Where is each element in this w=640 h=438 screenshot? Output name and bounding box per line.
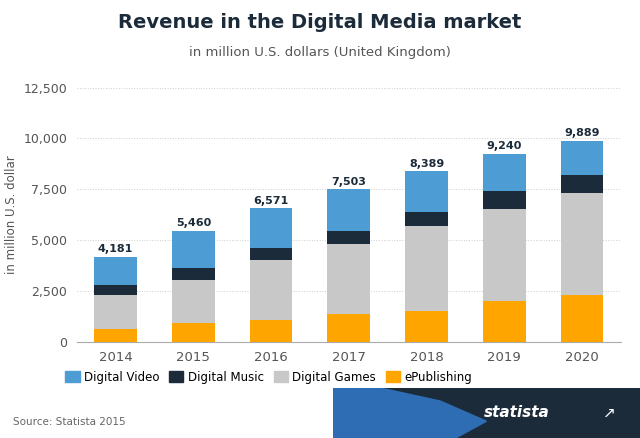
Bar [561,193,604,295]
Y-axis label: in million U.S. dollar: in million U.S. dollar [4,155,18,274]
Bar [328,314,370,342]
Bar [328,189,370,231]
Text: Revenue in the Digital Media market: Revenue in the Digital Media market [118,13,522,32]
Bar [94,285,137,295]
Bar [172,268,215,279]
Bar [250,208,292,248]
Bar [94,257,137,285]
Text: 6,571: 6,571 [253,196,289,206]
Text: 7,503: 7,503 [332,177,366,187]
Bar [405,226,448,311]
Bar [561,175,604,193]
Bar [172,279,215,323]
Bar [405,171,448,212]
Text: 8,389: 8,389 [409,159,444,169]
Bar [94,329,137,342]
Legend: Digital Video, Digital Music, Digital Games, ePublishing: Digital Video, Digital Music, Digital Ga… [61,366,477,389]
Text: 5,460: 5,460 [176,218,211,228]
Bar [328,231,370,244]
Text: 9,240: 9,240 [486,141,522,152]
Text: Source: Statista 2015: Source: Statista 2015 [13,417,125,427]
Bar [250,320,292,342]
Bar [405,311,448,342]
Polygon shape [333,388,486,438]
Bar [561,141,604,175]
Text: 9,889: 9,889 [564,128,600,138]
Bar [483,208,525,301]
Text: statista: statista [484,405,550,420]
Bar [250,260,292,320]
Text: in million U.S. dollars (United Kingdom): in million U.S. dollars (United Kingdom) [189,46,451,59]
Text: ↗: ↗ [603,405,616,420]
Bar [172,323,215,342]
Bar [250,248,292,260]
Bar [561,295,604,342]
Bar [172,231,215,268]
Bar [483,191,525,208]
Text: 4,181: 4,181 [98,244,133,254]
Bar [405,212,448,226]
Bar [94,295,137,329]
Bar [483,301,525,342]
Bar [328,244,370,314]
Bar [483,154,525,191]
